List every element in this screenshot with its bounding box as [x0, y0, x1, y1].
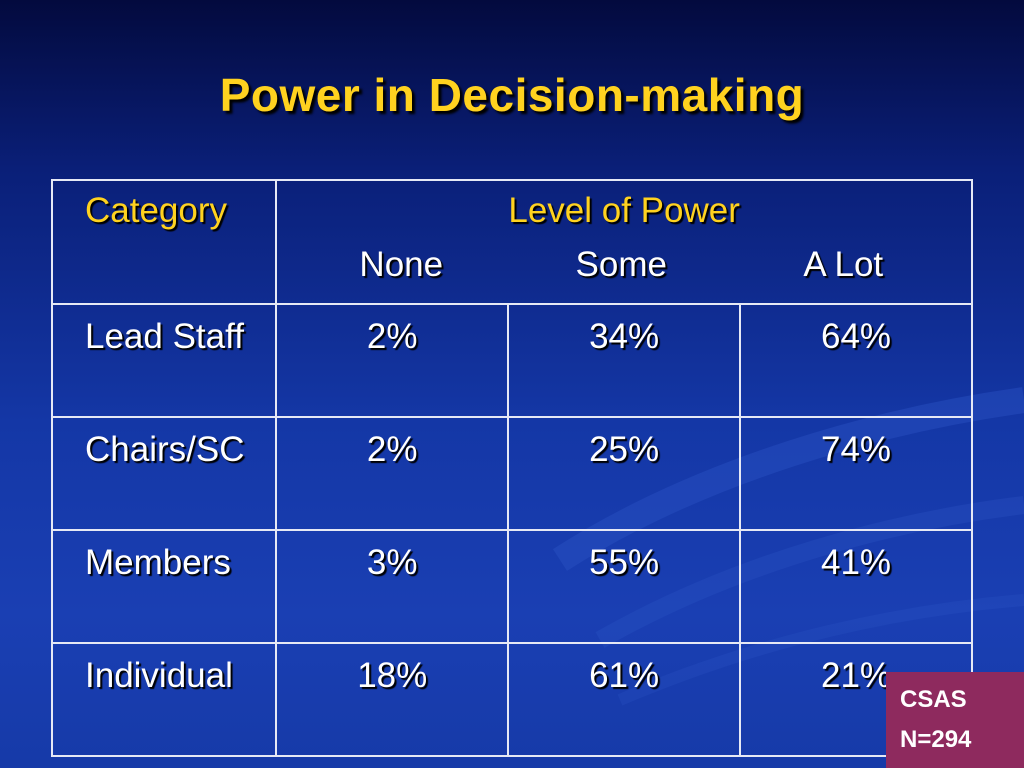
value-a-lot: 64% [739, 303, 973, 418]
level-title: Level of Power [508, 191, 740, 230]
table-row: Individual 18% 61% 21% [50, 642, 973, 757]
table-header-row: Category Level of Power None Some A Lot [50, 179, 973, 305]
table-row: Members 3% 55% 41% [50, 529, 973, 644]
table-row: Lead Staff 2% 34% 64% [50, 303, 973, 418]
note-source: CSAS [900, 686, 967, 713]
value-some: 61% [507, 642, 742, 757]
value-some: 34% [507, 303, 742, 418]
level-subheaders: None Some A Lot [277, 245, 971, 285]
power-table: Category Level of Power None Some A Lot … [50, 179, 973, 757]
value-none: 3% [275, 529, 510, 644]
value-a-lot: 41% [739, 529, 973, 644]
category-header: Category [50, 179, 278, 305]
value-none: 18% [275, 642, 510, 757]
value-some: 25% [507, 416, 742, 531]
value-a-lot: 74% [739, 416, 973, 531]
row-label: Members [50, 529, 278, 644]
row-label: Lead Staff [50, 303, 278, 418]
subheader-some: Some [575, 245, 667, 284]
value-some: 55% [507, 529, 742, 644]
slide-title: Power in Decision-making [219, 69, 805, 121]
table-row: Chairs/SC 2% 25% 74% [50, 416, 973, 531]
level-of-power-header: Level of Power None Some A Lot [275, 179, 973, 305]
row-label: Chairs/SC [50, 416, 278, 531]
note-sample-size: N=294 [900, 726, 972, 753]
row-label: Individual [50, 642, 278, 757]
value-none: 2% [275, 303, 510, 418]
subheader-none: None [359, 245, 444, 284]
sample-note-badge: CSAS N=294 [886, 672, 1024, 768]
value-none: 2% [275, 416, 510, 531]
subheader-a-lot: A Lot [803, 245, 884, 284]
